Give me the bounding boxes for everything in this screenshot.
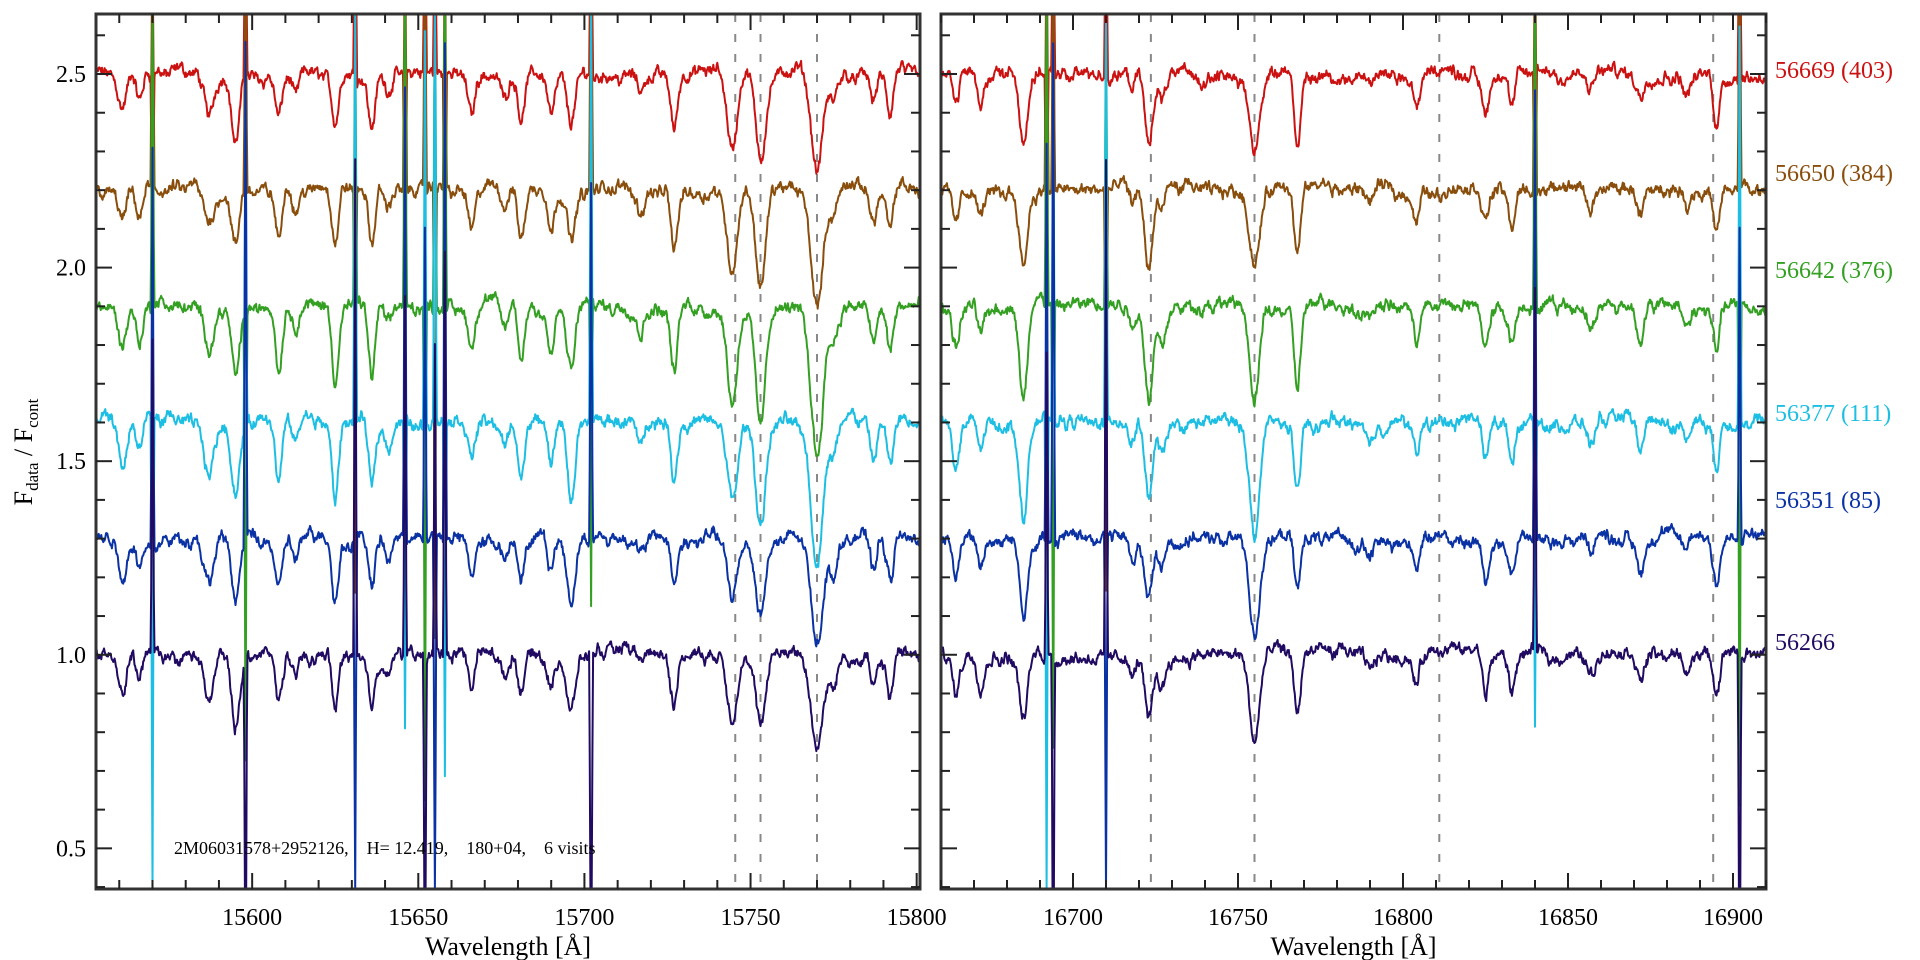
x-tick-label: 16850 bbox=[1538, 905, 1598, 931]
legend-label-56266: 56266 bbox=[1775, 630, 1835, 656]
x-tick-label: 16800 bbox=[1373, 905, 1433, 931]
y-tick-label: 2.5 bbox=[56, 62, 86, 88]
x-axis-title: Wavelength [Å] bbox=[425, 932, 591, 960]
panel-frame bbox=[939, 12, 1768, 891]
legend-label-56669: 56669 (403) bbox=[1775, 58, 1893, 84]
panel-1: 15600 15650 15700 15750 15800 Wavelength [Å] 0… bbox=[56, 12, 947, 960]
x-tick-label: 15750 bbox=[721, 905, 781, 931]
spectrum-line-56642 bbox=[96, 14, 920, 802]
y-title-sep: / bbox=[9, 442, 38, 462]
x-tick-label: 16900 bbox=[1703, 905, 1763, 931]
y-tick-label: 2.0 bbox=[56, 256, 86, 282]
legend-label-56642: 56642 (376) bbox=[1775, 258, 1893, 284]
y-tick-label: 1.5 bbox=[56, 449, 86, 475]
y-title-f2: F bbox=[9, 428, 38, 442]
spectrum-line-56266 bbox=[941, 158, 1766, 889]
spectrum-line-56351 bbox=[941, 42, 1766, 889]
spectrum-line-56669 bbox=[96, 14, 920, 480]
spectrum-line-56351 bbox=[96, 40, 920, 889]
spectrum-line-56266 bbox=[96, 158, 920, 889]
spectrum-line-56377 bbox=[96, 14, 920, 889]
x-tick-label: 16700 bbox=[1043, 905, 1103, 931]
y-tick-label: 1.0 bbox=[56, 643, 86, 669]
spectrum-line-56650 bbox=[941, 14, 1766, 592]
x-tick-label: 15800 bbox=[887, 905, 947, 931]
spectra-group bbox=[941, 14, 1766, 889]
spectrum-line-56377 bbox=[941, 14, 1766, 889]
x-axis-title: Wavelength [Å] bbox=[1270, 932, 1436, 960]
y-title-sub2: cont bbox=[23, 398, 42, 428]
x-tick-label: 15650 bbox=[388, 905, 448, 931]
legend-label-56650: 56650 (384) bbox=[1775, 161, 1893, 187]
spectrum-line-56642 bbox=[941, 14, 1766, 807]
legend-label-56377: 56377 (111) bbox=[1775, 401, 1891, 427]
y-title-f1: F bbox=[9, 491, 38, 505]
panel-2: 16700 16750 16800 16850 16900 Wavelength [Å] bbox=[939, 12, 1768, 960]
y-title-sub1: data bbox=[23, 462, 42, 491]
y-tick-label: 0.5 bbox=[56, 836, 86, 862]
legend-label-56351: 56351 (85) bbox=[1775, 488, 1881, 514]
x-tick-label: 15700 bbox=[554, 905, 614, 931]
y-axis-title: Fdata / Fcont bbox=[9, 398, 42, 505]
x-tick-label: 16750 bbox=[1208, 905, 1268, 931]
spectra-group bbox=[96, 14, 920, 889]
spectrum-line-56669 bbox=[941, 14, 1766, 423]
x-tick-label: 15600 bbox=[222, 905, 282, 931]
star-annotation: 2M06031578+2952126, H= 12.419, 180+04, 6… bbox=[174, 838, 595, 858]
panel-frame bbox=[94, 12, 922, 891]
spectrum-line-56650 bbox=[96, 14, 920, 640]
